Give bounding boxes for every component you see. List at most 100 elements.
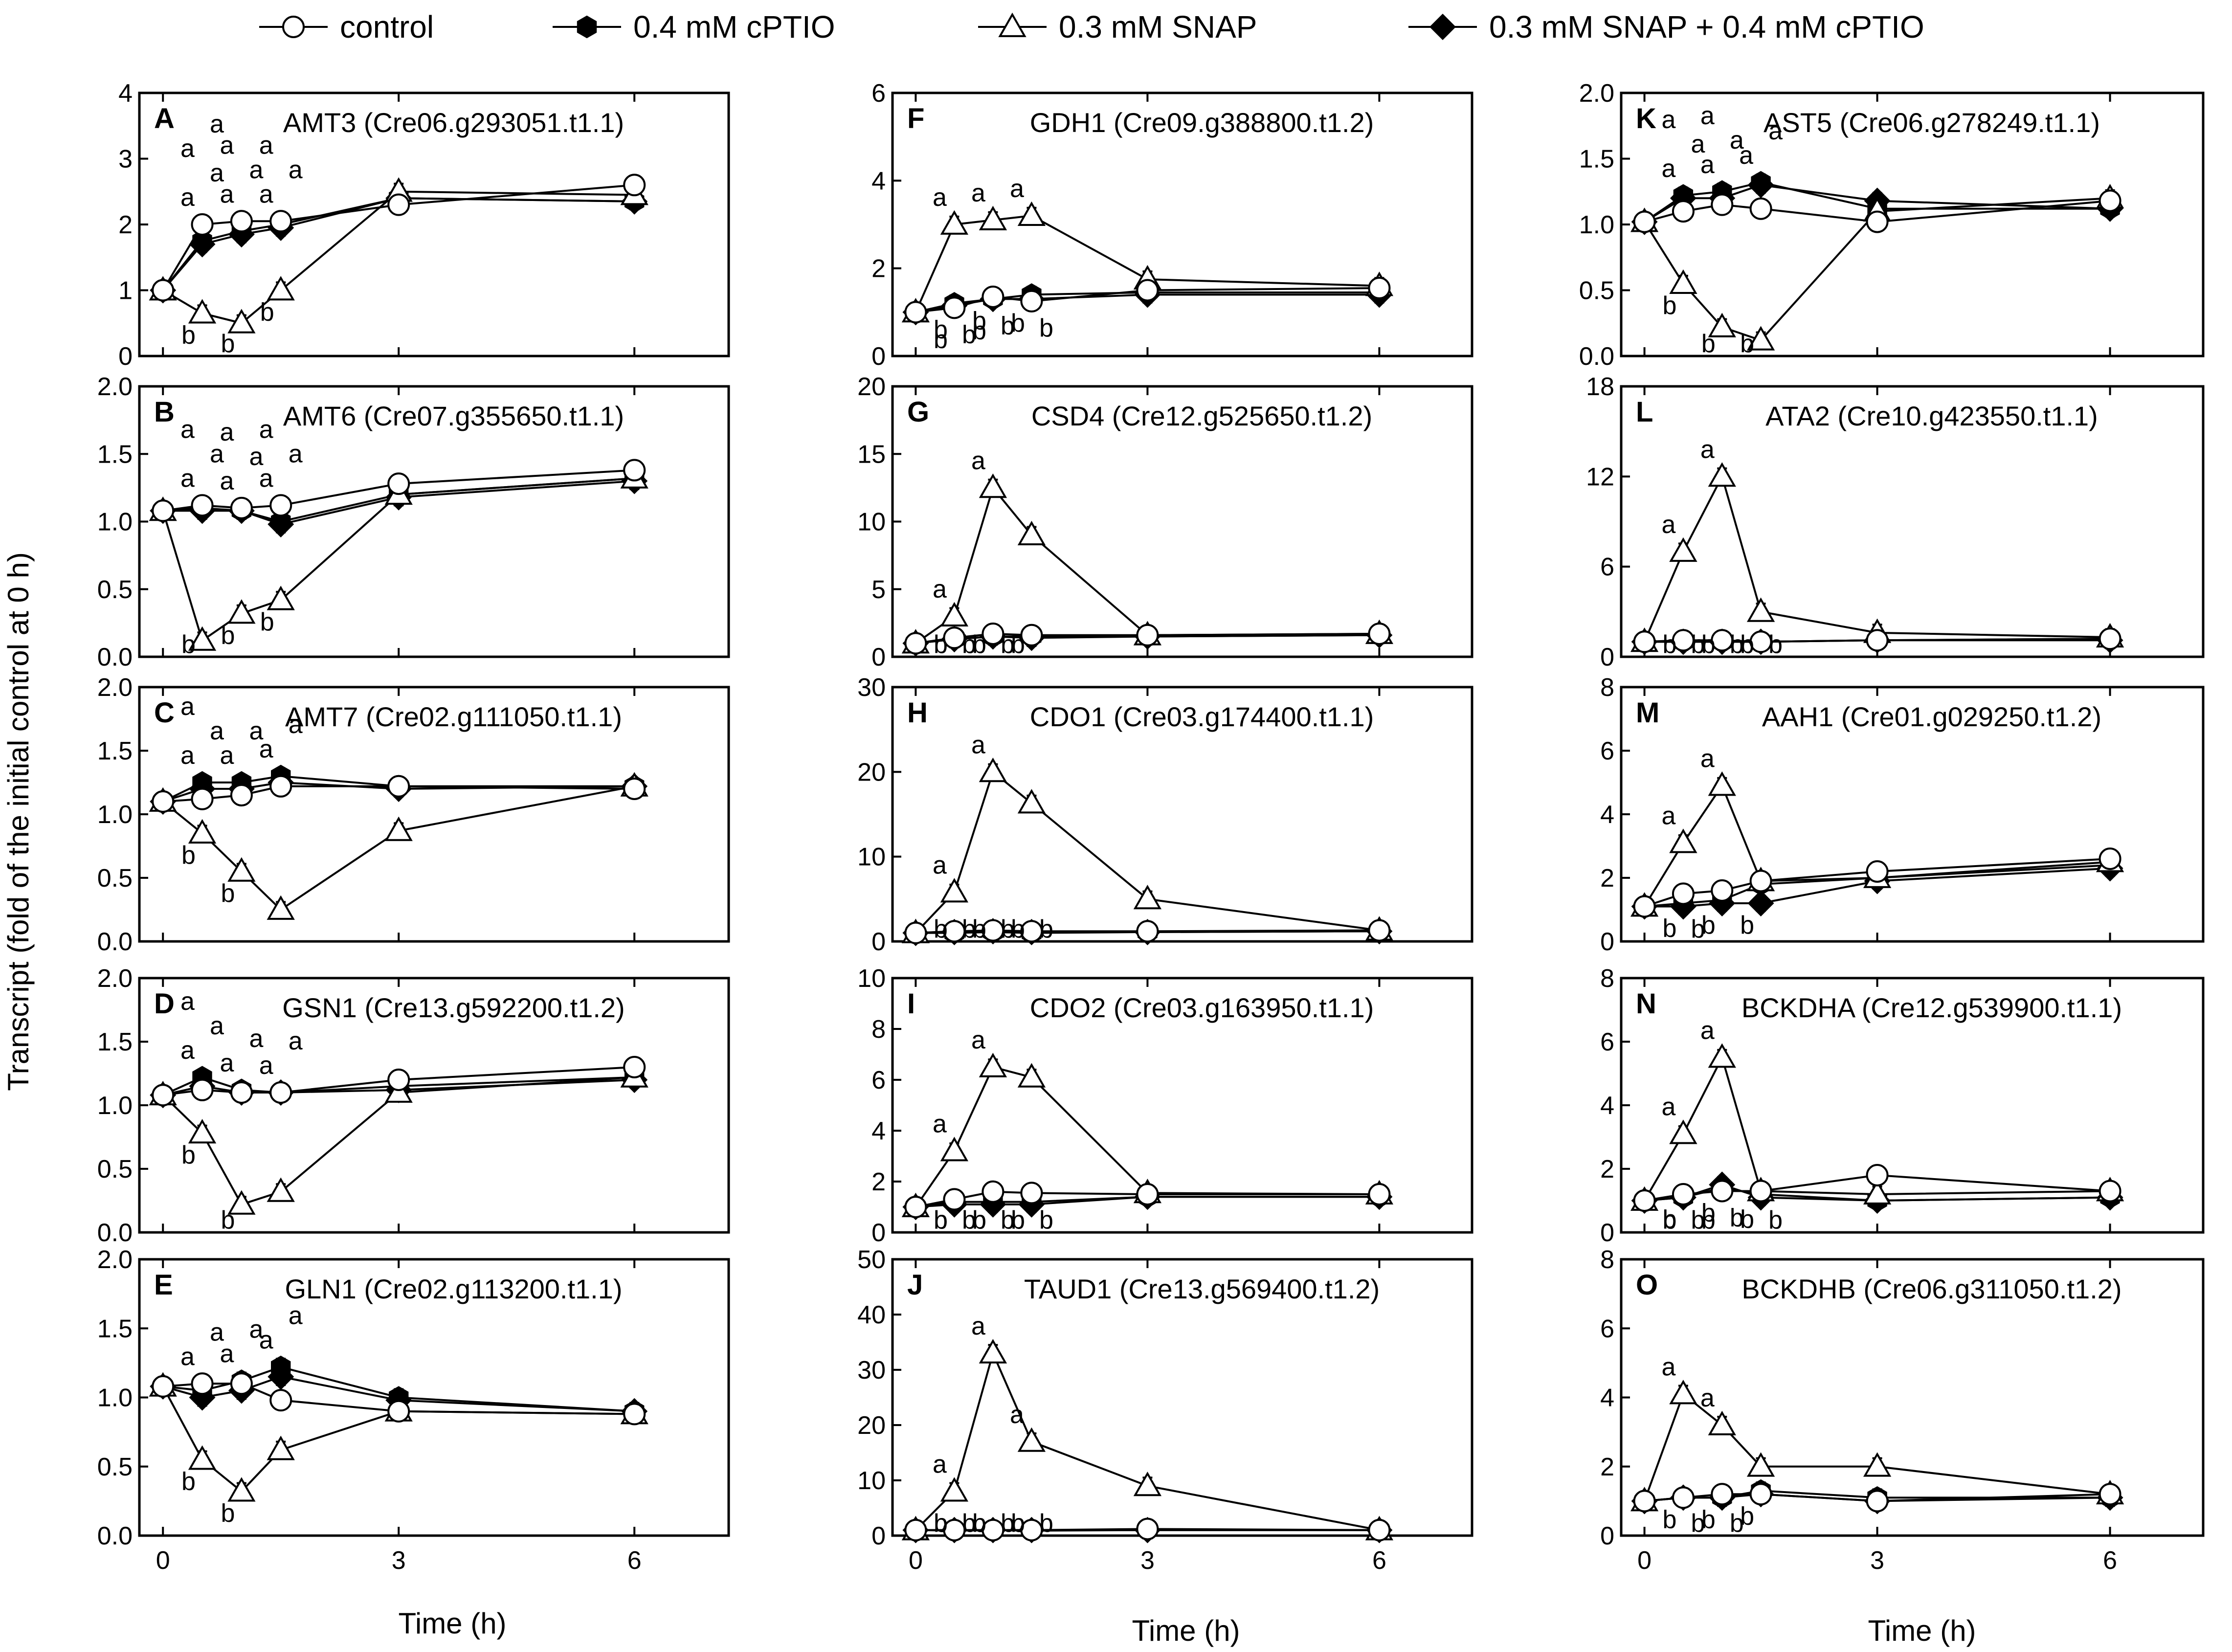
panel-title: CSD4 (Cre12.g525650.t1.2) — [1031, 401, 1372, 431]
significance-letter: b — [934, 325, 948, 354]
significance-letter: b — [962, 1206, 976, 1234]
y-tick-label: 2 — [1600, 1155, 1614, 1183]
y-tick-label: 1.5 — [97, 440, 133, 469]
data-point — [904, 1518, 927, 1541]
data-point — [1017, 1063, 1046, 1088]
significance-letter: a — [1661, 1353, 1675, 1381]
y-tick-label: 2 — [871, 1168, 886, 1196]
data-point — [2098, 1180, 2121, 1203]
data-point — [191, 1372, 214, 1395]
y-tick-label: 8 — [1600, 964, 1614, 993]
data-point — [623, 459, 646, 482]
data-point — [387, 1069, 410, 1091]
y-tick-label: 2.0 — [1579, 79, 1614, 108]
significance-letter: a — [933, 1110, 947, 1139]
significance-letter: b — [934, 1206, 948, 1234]
data-point — [1866, 860, 1889, 883]
significance-letter: a — [180, 415, 195, 444]
significance-letter: a — [1730, 126, 1744, 155]
data-point — [1633, 1490, 1656, 1513]
data-point — [943, 920, 966, 943]
x-tick-label: 6 — [627, 1546, 642, 1575]
significance-letter: a — [1661, 106, 1675, 134]
significance-letter: b — [181, 841, 196, 870]
data-point — [1368, 622, 1391, 645]
data-point — [191, 787, 214, 810]
significance-letter: a — [220, 741, 234, 770]
y-tick-label: 0.5 — [97, 1453, 133, 1481]
data-point — [1017, 1427, 1046, 1452]
significance-letter: b — [1691, 1206, 1705, 1234]
significance-letter: a — [971, 179, 985, 207]
data-point — [1749, 1483, 1772, 1506]
panel-title: CDO1 (Cre03.g174400.t1.1) — [1030, 701, 1374, 732]
data-point — [1672, 882, 1695, 905]
x-tick-label: 0 — [909, 1546, 923, 1575]
significance-letter: a — [289, 440, 303, 468]
data-point — [1633, 1189, 1656, 1212]
data-point — [267, 276, 295, 301]
panel-letter: B — [154, 396, 175, 428]
y-tick-label: 6 — [1600, 553, 1614, 581]
significance-letter: a — [289, 711, 303, 739]
panel-letter: I — [907, 988, 915, 1020]
panel-title: AST5 (Cre06.g278249.t1.1) — [1763, 107, 2100, 138]
data-point — [2098, 627, 2121, 650]
data-point — [387, 1400, 410, 1423]
data-point — [623, 778, 646, 800]
data-point — [940, 878, 969, 903]
significance-letter: b — [181, 1468, 196, 1496]
significance-letter: b — [221, 622, 235, 650]
significance-letter: b — [972, 630, 986, 659]
significance-letter: b — [1001, 630, 1015, 659]
data-point — [269, 775, 292, 798]
significance-letter: a — [249, 156, 263, 184]
data-point — [227, 599, 256, 624]
data-point — [943, 626, 966, 649]
significance-letter: a — [180, 183, 195, 212]
significance-letter: a — [289, 1027, 303, 1055]
data-point — [227, 1190, 256, 1215]
y-tick-label: 2.0 — [97, 373, 133, 401]
significance-letter: b — [1701, 1505, 1716, 1534]
y-tick-label: 2 — [1600, 1453, 1614, 1481]
y-tick-label: 0 — [1600, 1522, 1614, 1550]
significance-letter: a — [1739, 141, 1753, 170]
y-tick-label: 6 — [1600, 737, 1614, 765]
y-tick-label: 8 — [1600, 673, 1614, 702]
y-tick-label: 4 — [871, 167, 886, 195]
data-point — [1669, 828, 1697, 853]
legend-marker — [282, 16, 305, 38]
x-tick-label: 6 — [1372, 1546, 1386, 1575]
significance-letter: b — [972, 915, 986, 943]
significance-letter: a — [1700, 102, 1715, 130]
significance-letter: b — [1662, 1206, 1676, 1234]
significance-letter: b — [934, 1206, 948, 1234]
significance-letter: b — [1691, 1509, 1705, 1538]
y-tick-label: 2.0 — [97, 1246, 133, 1274]
significance-letter: b — [934, 1509, 948, 1538]
significance-letter: b — [1701, 330, 1716, 358]
series-line — [915, 486, 1380, 644]
significance-letter: a — [220, 180, 234, 208]
data-point — [1866, 1164, 1889, 1186]
significance-letter: a — [289, 1301, 303, 1330]
data-point — [188, 1118, 217, 1144]
data-point — [269, 210, 292, 233]
significance-letter: b — [221, 1499, 235, 1528]
panel-letter: O — [1636, 1269, 1658, 1301]
significance-letter: b — [972, 307, 986, 335]
data-point — [1708, 462, 1736, 487]
significance-letter: a — [180, 1342, 195, 1371]
data-point — [940, 1137, 969, 1161]
data-point — [982, 919, 1004, 942]
data-point — [188, 626, 217, 651]
y-tick-label: 20 — [857, 1411, 886, 1440]
significance-letter: b — [1740, 1502, 1754, 1530]
data-point — [1746, 1452, 1775, 1477]
plot-frame — [891, 977, 1473, 1234]
